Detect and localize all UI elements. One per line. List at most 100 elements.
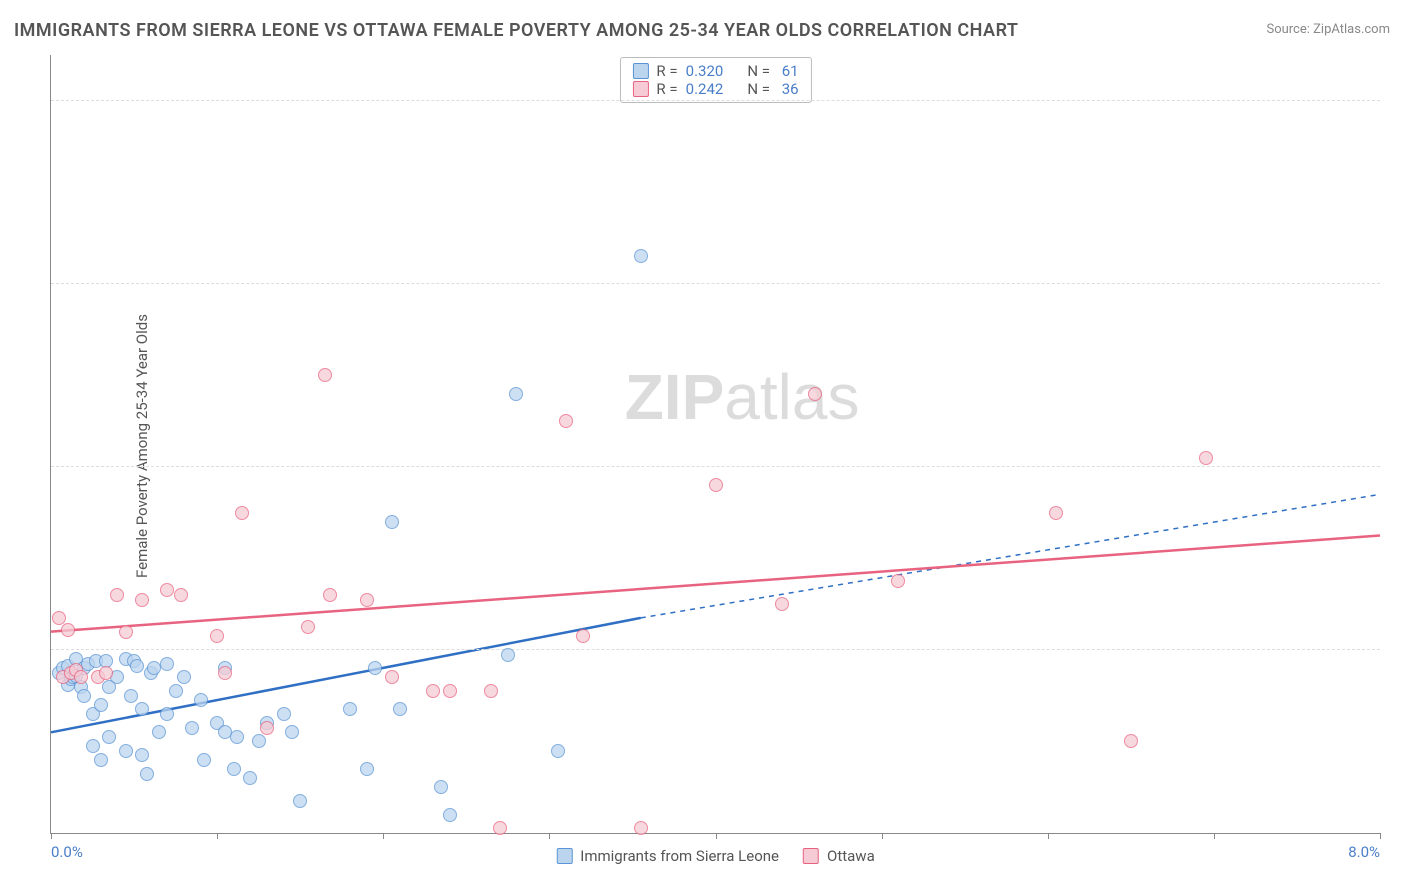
legend-swatch (632, 63, 648, 79)
scatter-point (74, 670, 88, 684)
y-tick-label: 60.0% (1386, 275, 1406, 293)
plot-area: ZIPatlas R =0.320N = 61R =0.242N = 36 Im… (50, 55, 1380, 834)
x-tick (217, 833, 218, 839)
n-value: 36 (778, 80, 799, 98)
scatter-point (124, 689, 138, 703)
r-label: R = (656, 62, 677, 80)
legend-stats-row: R =0.320N = 61 (632, 62, 798, 80)
scatter-point (197, 753, 211, 767)
watermark: ZIPatlas (625, 360, 860, 434)
scatter-point (227, 762, 241, 776)
scatter-point (385, 515, 399, 529)
scatter-point (230, 730, 244, 744)
scatter-point (135, 702, 149, 716)
scatter-point (177, 670, 191, 684)
scatter-point (260, 721, 274, 735)
scatter-point (293, 794, 307, 808)
scatter-point (140, 767, 154, 781)
scatter-point (77, 689, 91, 703)
x-tick (549, 833, 550, 839)
x-tick (383, 833, 384, 839)
scatter-point (218, 666, 232, 680)
y-tick-label: 80.0% (1386, 92, 1406, 110)
scatter-point (152, 725, 166, 739)
legend-series-item: Immigrants from Sierra Leone (556, 847, 779, 865)
legend-stats-row: R =0.242N = 36 (632, 80, 798, 98)
scatter-point (509, 387, 523, 401)
scatter-point (323, 588, 337, 602)
scatter-point (160, 707, 174, 721)
scatter-point (1124, 734, 1138, 748)
scatter-point (368, 661, 382, 675)
scatter-point (277, 707, 291, 721)
n-label: N = (747, 80, 770, 98)
scatter-point (1049, 506, 1063, 520)
gridline-h (51, 649, 1380, 650)
scatter-point (301, 620, 315, 634)
y-tick-label: 20.0% (1386, 641, 1406, 659)
scatter-point (434, 780, 448, 794)
scatter-point (443, 808, 457, 822)
n-value: 61 (778, 62, 799, 80)
scatter-point (426, 684, 440, 698)
scatter-point (443, 684, 457, 698)
r-value: 0.320 (686, 62, 724, 80)
x-tick-label: 8.0% (1348, 843, 1380, 861)
legend-swatch (556, 848, 572, 864)
scatter-point (61, 623, 75, 637)
scatter-point (185, 721, 199, 735)
scatter-point (360, 762, 374, 776)
legend-series-label: Immigrants from Sierra Leone (580, 847, 779, 865)
scatter-point (174, 588, 188, 602)
x-tick (1214, 833, 1215, 839)
scatter-point (393, 702, 407, 716)
legend-swatch (632, 81, 648, 97)
x-tick (716, 833, 717, 839)
gridline-h (51, 100, 1380, 101)
x-tick (51, 833, 52, 839)
x-tick (882, 833, 883, 839)
source-label: Source: ZipAtlas.com (1266, 22, 1390, 37)
legend-stats: R =0.320N = 61R =0.242N = 36 (619, 57, 811, 103)
scatter-point (169, 684, 183, 698)
scatter-point (775, 597, 789, 611)
y-tick-label: 40.0% (1386, 458, 1406, 476)
x-tick (1048, 833, 1049, 839)
scatter-point (385, 670, 399, 684)
scatter-point (119, 625, 133, 639)
scatter-point (102, 730, 116, 744)
regression-line-extension (641, 494, 1380, 618)
x-tick (1380, 833, 1381, 839)
scatter-point (493, 821, 507, 835)
scatter-point (130, 659, 144, 673)
scatter-point (484, 684, 498, 698)
scatter-point (110, 588, 124, 602)
chart-container: IMMIGRANTS FROM SIERRA LEONE VS OTTAWA F… (0, 0, 1406, 892)
legend-series-label: Ottawa (827, 847, 875, 865)
scatter-point (119, 744, 133, 758)
legend-series: Immigrants from Sierra Leone Ottawa (556, 847, 874, 865)
scatter-point (501, 648, 515, 662)
scatter-point (94, 753, 108, 767)
scatter-point (343, 702, 357, 716)
scatter-point (559, 414, 573, 428)
legend-series-item: Ottawa (803, 847, 875, 865)
scatter-point (808, 387, 822, 401)
legend-swatch (803, 848, 819, 864)
scatter-point (634, 249, 648, 263)
r-value: 0.242 (686, 80, 724, 98)
scatter-point (135, 748, 149, 762)
scatter-point (99, 666, 113, 680)
scatter-point (243, 771, 257, 785)
scatter-point (1199, 451, 1213, 465)
scatter-point (235, 506, 249, 520)
gridline-h (51, 283, 1380, 284)
scatter-point (318, 368, 332, 382)
scatter-point (360, 593, 374, 607)
regression-line (51, 536, 1380, 632)
scatter-point (94, 698, 108, 712)
scatter-point (285, 725, 299, 739)
scatter-point (210, 629, 224, 643)
scatter-point (86, 739, 100, 753)
scatter-point (891, 574, 905, 588)
